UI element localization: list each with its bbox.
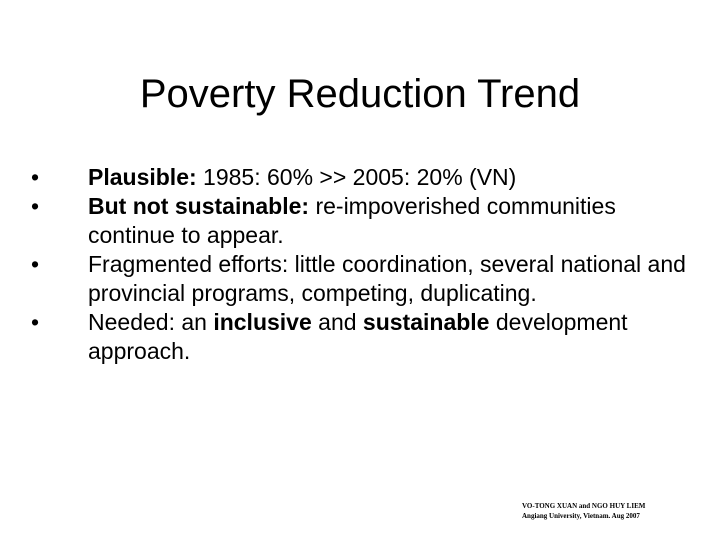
footer-affiliation: Angiang University, Vietnam. Aug 2007	[522, 512, 640, 520]
bullet-text: Needed: an inclusive and sustainable dev…	[88, 308, 706, 366]
bullet-body-start: Needed: an	[88, 309, 214, 335]
bullet-item-fragmented: • Fragmented efforts: little coordinatio…	[26, 250, 706, 308]
bullet-icon: •	[31, 193, 40, 219]
bullet-bold-inclusive: inclusive	[213, 309, 312, 335]
bullet-text: But not sustainable: re-impoverished com…	[88, 192, 706, 250]
slide-footer: VO-TONG XUAN and NGO HUY LIEM Angiang Un…	[522, 501, 645, 521]
bullet-list: • Plausible: 1985: 60% >> 2005: 20% (VN)…	[26, 163, 706, 366]
bullet-item-needed: • Needed: an inclusive and sustainable d…	[26, 308, 706, 366]
bullet-body: re-impoverished communities continue to …	[88, 193, 616, 248]
bullet-item-not-sustainable: • But not sustainable: re-impoverished c…	[26, 192, 706, 250]
bullet-item-plausible: • Plausible: 1985: 60% >> 2005: 20% (VN)	[26, 163, 706, 192]
bullet-body-middle: and	[311, 309, 363, 335]
bullet-bold-sustainable: sustainable	[362, 309, 490, 335]
bullet-body-end: development approach.	[88, 309, 628, 364]
bullet-bold-label: But not sustainable:	[88, 193, 310, 219]
bullet-body: 1985: 60% >> 2005: 20% (VN)	[196, 164, 517, 190]
bullet-body: Fragmented efforts: little coordination,…	[88, 251, 686, 306]
bullet-bold-label: Plausible:	[88, 164, 197, 190]
bullet-icon: •	[31, 164, 40, 190]
footer-authors: VO-TONG XUAN and NGO HUY LIEM	[522, 502, 646, 510]
bullet-icon: •	[31, 309, 40, 335]
slide-title: Poverty Reduction Trend	[139, 72, 581, 116]
bullet-icon: •	[31, 251, 40, 277]
bullet-text: Plausible: 1985: 60% >> 2005: 20% (VN)	[88, 163, 706, 192]
